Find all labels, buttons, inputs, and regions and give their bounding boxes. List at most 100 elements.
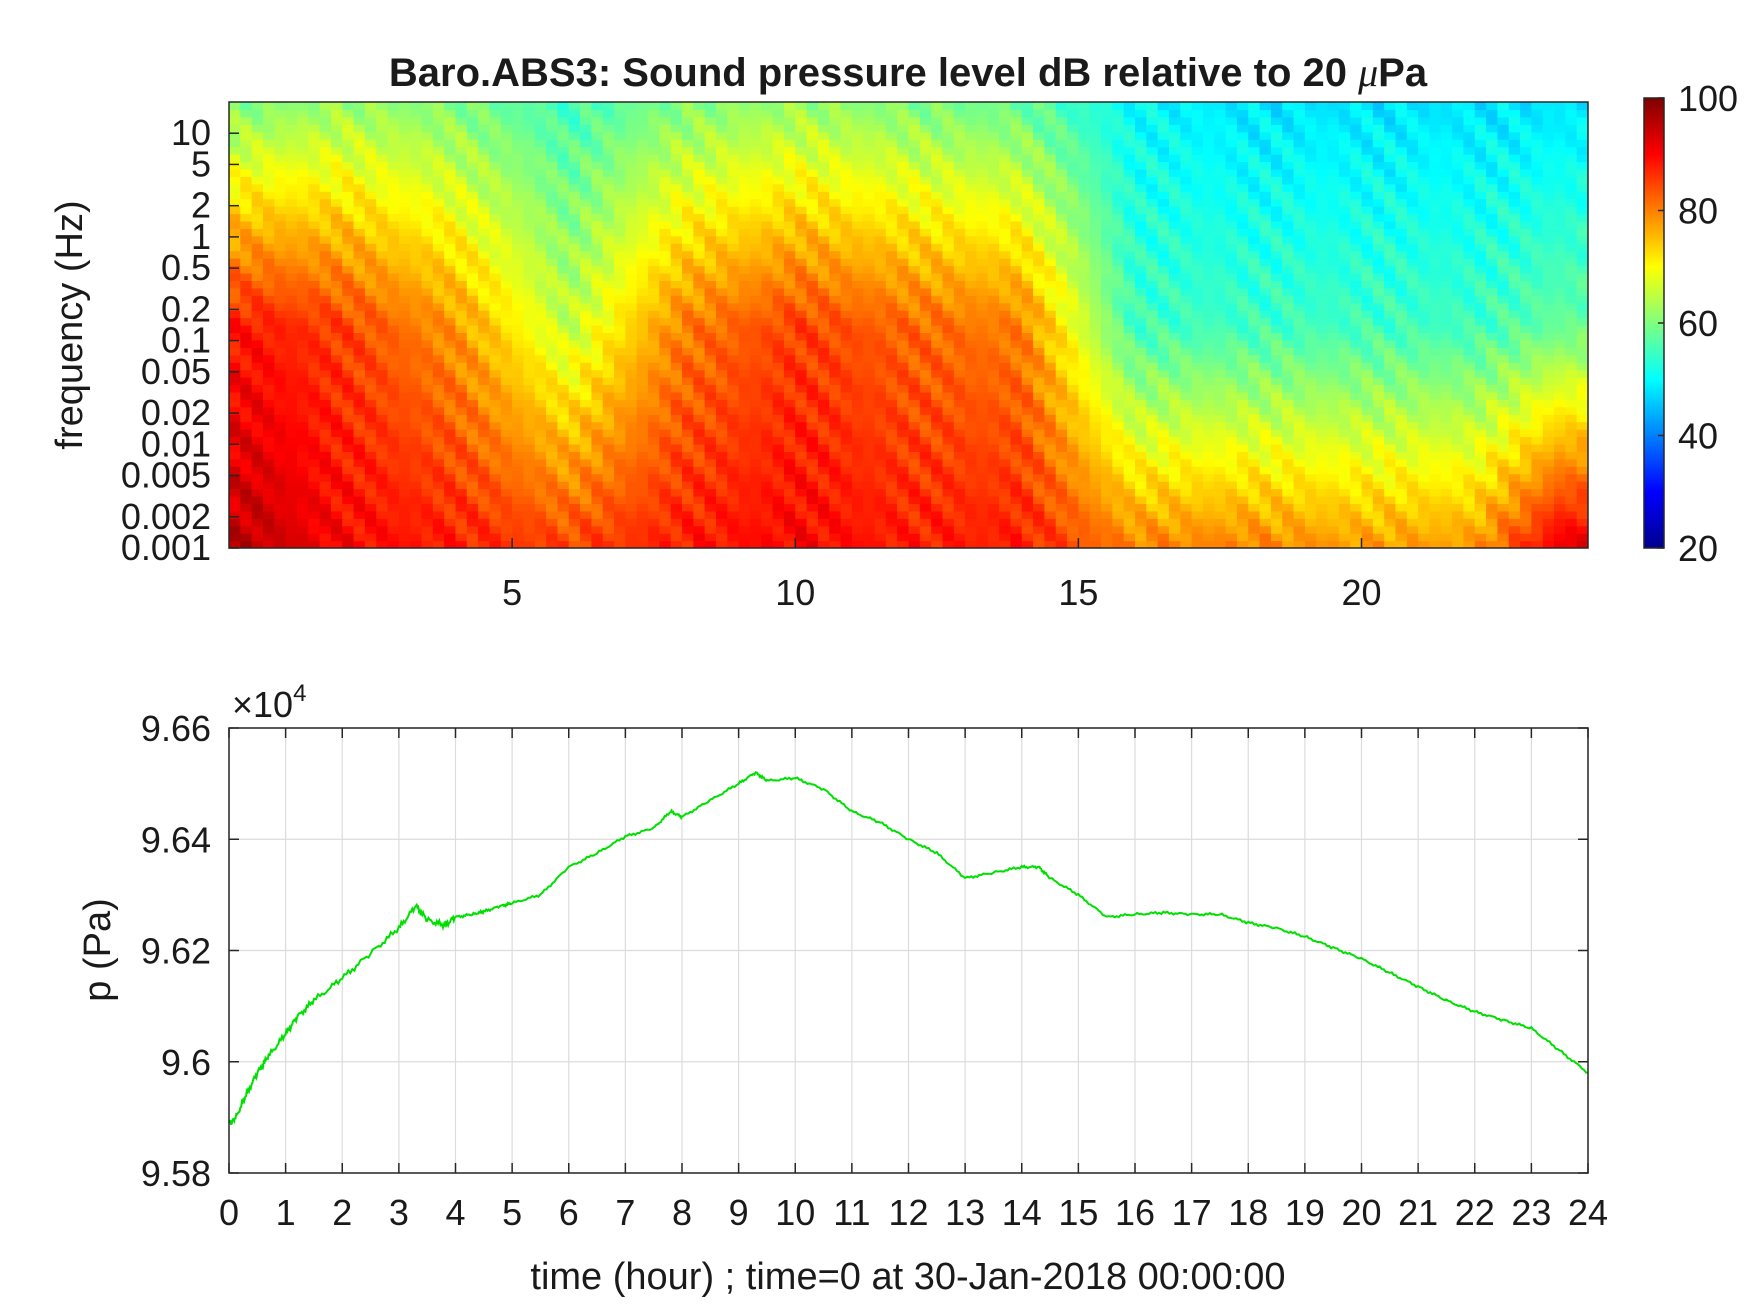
spectrogram-cell [1021,481,1034,490]
spectrogram-cell [682,183,694,192]
spectrogram-cell [1146,525,1159,534]
spectrogram-cell [512,339,525,348]
spectrogram-cell [580,146,592,155]
spectrogram-cell [557,391,570,400]
spectrogram-cell [783,533,796,542]
spectrogram-cell [1157,250,1170,259]
spectrogram-cell [557,317,570,326]
spectrogram-cell [534,295,547,304]
spectrogram-cell [1055,191,1068,200]
spectrogram-cell [523,451,536,460]
spectrogram-cell [308,317,321,326]
spectrogram-cell [580,258,592,267]
spectrogram-cell [478,347,491,356]
spectrogram-cell [1123,347,1136,356]
spectrogram-cell [727,317,740,326]
spectrogram-cell [444,176,457,185]
spectrogram-cell [308,429,321,438]
spectrogram-cell [614,481,626,490]
spectrogram-cell [274,377,287,386]
spectrogram-cell [591,414,604,423]
spectrogram-cell [851,258,864,267]
spectrogram-cell [308,540,321,548]
spectrogram-cell [1101,332,1113,341]
spectrogram-cell [342,191,355,200]
spectrogram-cell [772,198,785,207]
spectrogram-cell [285,443,298,452]
spectrogram-cell [659,533,672,542]
spectrogram-cell [1055,228,1068,237]
spectrogram-cell [546,102,559,111]
spectrogram-cell [625,473,638,482]
spectrogram-cell [421,325,434,334]
spectrogram-cell [1078,213,1091,222]
spectrogram-cell [262,533,275,542]
spectrogram-cell [1123,525,1136,534]
spectrogram-cell [795,176,808,185]
spectrogram-cell [1021,473,1034,482]
spectrogram-cell [1101,258,1113,267]
spectrogram-cell [500,168,513,177]
spectrogram-cell [1168,495,1181,504]
spectrogram-cell [840,414,853,423]
spectrogram-cell [1021,488,1034,497]
spectrogram-cell [523,265,536,274]
spectrogram-cell [874,436,887,445]
spectrogram-cell [444,161,457,170]
spectrogram-cell [251,421,264,430]
spectrogram-cell [500,473,513,482]
spectrogram-cell [999,525,1012,534]
spectrogram-cell [342,510,355,519]
spectrogram-cell [1021,183,1034,192]
spectrogram-cell [342,481,355,490]
spectrogram-cell [897,317,910,326]
spectrogram-cell [648,235,660,244]
spectrogram-cell [523,243,536,252]
spectrogram-cell [976,302,989,311]
spectrogram-cell [410,198,423,207]
spectrogram-cell [931,206,944,215]
spectrogram-cell [534,109,547,118]
spectrogram-cell [1010,198,1023,207]
spectrogram-cell [398,406,411,415]
spectrogram-cell [693,362,706,371]
spectrogram-cell [659,176,672,185]
spectrogram-cell [942,414,955,423]
spectrogram-cell [512,235,525,244]
spectrogram-cell [478,317,491,326]
spectrogram-cell [421,146,434,155]
spectrogram-cell [308,347,321,356]
spectrogram-cell [557,206,570,215]
spectrogram-cell [795,220,808,229]
spectrogram-cell [851,518,864,527]
spectrogram-cell [806,295,819,304]
spectrogram-cell [806,339,819,348]
spectrogram-cell [727,206,740,215]
spectrogram-cell [285,310,298,319]
spectrogram-cell [749,220,762,229]
spectrogram-cell [523,161,536,170]
spectrogram-cell [444,488,457,497]
spectrogram-cell [987,525,1000,534]
spectrogram-cell [557,295,570,304]
spectrogram-cell [874,332,887,341]
spectrogram-cell [1146,362,1159,371]
spectrogram-cell [783,518,796,527]
spectrogram-cell [546,377,559,386]
spectrogram-cell [1067,280,1079,289]
spectrogram-cell [466,339,479,348]
spectrogram-cell [987,265,1000,274]
spectrogram-cell [342,488,355,497]
spectrogram-cell [965,533,978,542]
spectrogram-cell [1010,213,1023,222]
spectrogram-cell [693,443,706,452]
spectrogram-cell [296,287,309,296]
spectrogram-cell [251,265,264,274]
spectrogram-cell [999,191,1012,200]
spectrogram-cell [625,443,638,452]
spectrogram-cell [1157,473,1170,482]
spectrogram-cell [410,369,423,378]
spectrogram-cell [296,213,309,222]
spectrogram-cell [466,124,479,133]
spectrogram-cell [1135,154,1147,163]
